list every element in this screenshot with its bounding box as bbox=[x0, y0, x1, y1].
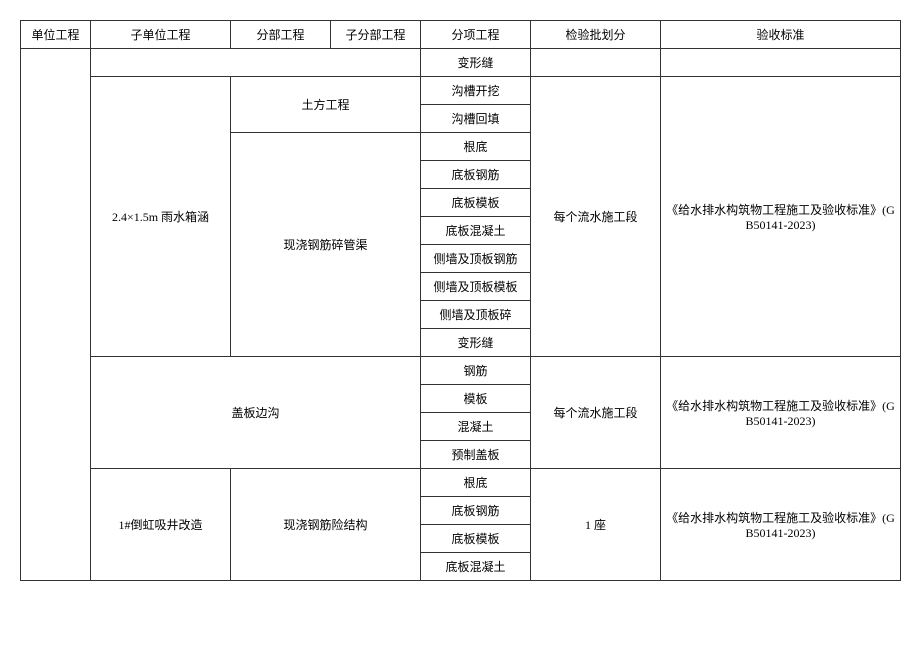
item-cell: 底板混凝土 bbox=[421, 553, 531, 581]
item-cell: 根底 bbox=[421, 469, 531, 497]
unit-cell bbox=[21, 49, 91, 581]
empty-cell bbox=[91, 49, 421, 77]
item-cell: 模板 bbox=[421, 385, 531, 413]
table-row: 变形缝 bbox=[21, 49, 901, 77]
lot-cell: 每个流水施工段 bbox=[531, 77, 661, 357]
table-row: 盖板边沟 钢筋 每个流水施工段 《给水排水构筑物工程施工及验收标准》(GB501… bbox=[21, 357, 901, 385]
item-cell: 侧墙及顶板钢筋 bbox=[421, 245, 531, 273]
header-subunit: 子单位工程 bbox=[91, 21, 231, 49]
standard-cell: 《给水排水构筑物工程施工及验收标准》(GB50141-2023) bbox=[661, 77, 901, 357]
item-cell: 沟槽回填 bbox=[421, 105, 531, 133]
lot-cell: 每个流水施工段 bbox=[531, 357, 661, 469]
item-cell: 底板钢筋 bbox=[421, 161, 531, 189]
item-cell: 底板钢筋 bbox=[421, 497, 531, 525]
item-cell: 钢筋 bbox=[421, 357, 531, 385]
item-cell: 底板模板 bbox=[421, 189, 531, 217]
item-cell: 侧墙及顶板碎 bbox=[421, 301, 531, 329]
header-division: 分部工程 bbox=[231, 21, 331, 49]
item-cell: 变形缝 bbox=[421, 49, 531, 77]
subunit-cell: 2.4×1.5m 雨水箱涵 bbox=[91, 77, 231, 357]
standard-cell: 《给水排水构筑物工程施工及验收标准》(GB50141-2023) bbox=[661, 469, 901, 581]
table-row: 1#倒虹吸井改造 现浇钢筋险结构 根底 1 座 《给水排水构筑物工程施工及验收标… bbox=[21, 469, 901, 497]
empty-cell bbox=[531, 49, 661, 77]
header-item: 分项工程 bbox=[421, 21, 531, 49]
empty-cell bbox=[661, 49, 901, 77]
header-lot: 检验批划分 bbox=[531, 21, 661, 49]
division-cell: 现浇钢筋险结构 bbox=[231, 469, 421, 581]
division-cell: 土方工程 bbox=[231, 77, 421, 133]
item-cell: 底板模板 bbox=[421, 525, 531, 553]
subunit-cell: 1#倒虹吸井改造 bbox=[91, 469, 231, 581]
table-row: 2.4×1.5m 雨水箱涵 土方工程 沟槽开挖 每个流水施工段 《给水排水构筑物… bbox=[21, 77, 901, 105]
item-cell: 沟槽开挖 bbox=[421, 77, 531, 105]
header-unit: 单位工程 bbox=[21, 21, 91, 49]
engineering-table: 单位工程 子单位工程 分部工程 子分部工程 分项工程 检验批划分 验收标准 变形… bbox=[20, 20, 901, 581]
item-cell: 底板混凝土 bbox=[421, 217, 531, 245]
item-cell: 混凝土 bbox=[421, 413, 531, 441]
item-cell: 变形缝 bbox=[421, 329, 531, 357]
item-cell: 侧墙及顶板模板 bbox=[421, 273, 531, 301]
subunit-cell: 盖板边沟 bbox=[91, 357, 421, 469]
lot-cell: 1 座 bbox=[531, 469, 661, 581]
standard-cell: 《给水排水构筑物工程施工及验收标准》(GB50141-2023) bbox=[661, 357, 901, 469]
header-subdivision: 子分部工程 bbox=[331, 21, 421, 49]
header-row: 单位工程 子单位工程 分部工程 子分部工程 分项工程 检验批划分 验收标准 bbox=[21, 21, 901, 49]
item-cell: 预制盖板 bbox=[421, 441, 531, 469]
header-standard: 验收标准 bbox=[661, 21, 901, 49]
item-cell: 根底 bbox=[421, 133, 531, 161]
division-cell: 现浇钢筋碎管渠 bbox=[231, 133, 421, 357]
